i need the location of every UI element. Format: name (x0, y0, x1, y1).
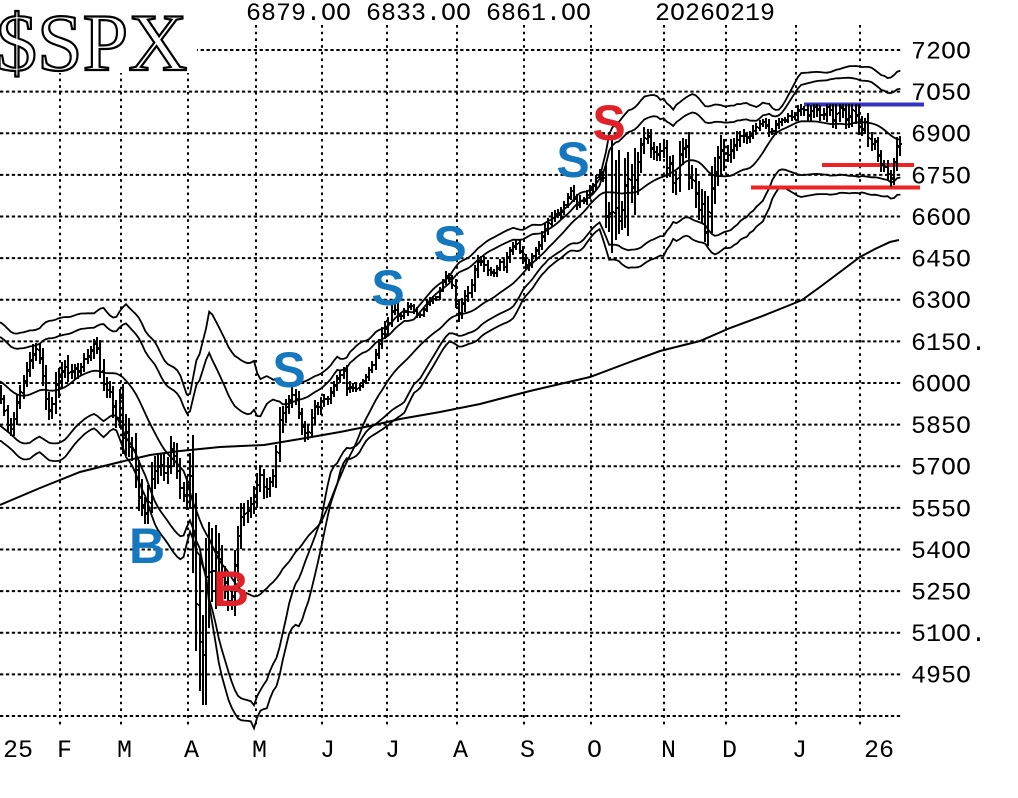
svg-text:B: B (129, 518, 165, 574)
svg-text:585O: 585O (911, 412, 971, 441)
svg-text:2O26O219: 2O26O219 (655, 0, 775, 28)
svg-text:A: A (453, 736, 468, 765)
svg-text:S: S (371, 260, 404, 316)
svg-text:57OO: 57OO (911, 454, 971, 483)
svg-text:675O: 675O (911, 162, 971, 191)
svg-text:$SPX: $SPX (0, 0, 187, 88)
svg-text:69OO: 69OO (911, 121, 971, 150)
svg-text:66OO: 66OO (911, 204, 971, 233)
svg-text:495O: 495O (911, 662, 971, 691)
svg-text:S: S (520, 736, 535, 765)
svg-text:S: S (556, 132, 589, 188)
svg-text:645O: 645O (911, 246, 971, 275)
svg-text:7O5O: 7O5O (911, 79, 971, 108)
svg-text:525O: 525O (911, 579, 971, 608)
svg-text:S: S (433, 216, 466, 272)
svg-text:J: J (385, 736, 400, 765)
svg-text:6OOO: 6OOO (911, 370, 971, 399)
svg-text:B: B (213, 561, 249, 617)
svg-text:72OO: 72OO (911, 38, 971, 67)
svg-text:J: J (320, 736, 335, 765)
svg-text:M: M (117, 736, 132, 765)
svg-text:S: S (592, 95, 625, 151)
svg-text:D: D (722, 736, 737, 765)
svg-text:6879.OO 6833.OO 6861.OO: 6879.OO 6833.OO 6861.OO (246, 0, 591, 28)
svg-text:26: 26 (864, 736, 894, 765)
svg-text:S: S (272, 342, 305, 398)
svg-text:54OO: 54OO (911, 537, 971, 566)
svg-text:555O: 555O (911, 495, 971, 524)
svg-text:25: 25 (3, 736, 33, 765)
svg-text:63OO: 63OO (911, 287, 971, 316)
svg-text:F: F (57, 736, 72, 765)
svg-text:A: A (184, 736, 199, 765)
svg-text:615O.: 615O. (911, 329, 986, 358)
svg-text:51OO.: 51OO. (911, 620, 986, 649)
svg-text:O: O (587, 736, 602, 765)
svg-text:J: J (792, 736, 807, 765)
svg-text:N: N (661, 736, 676, 765)
svg-text:M: M (252, 736, 267, 765)
